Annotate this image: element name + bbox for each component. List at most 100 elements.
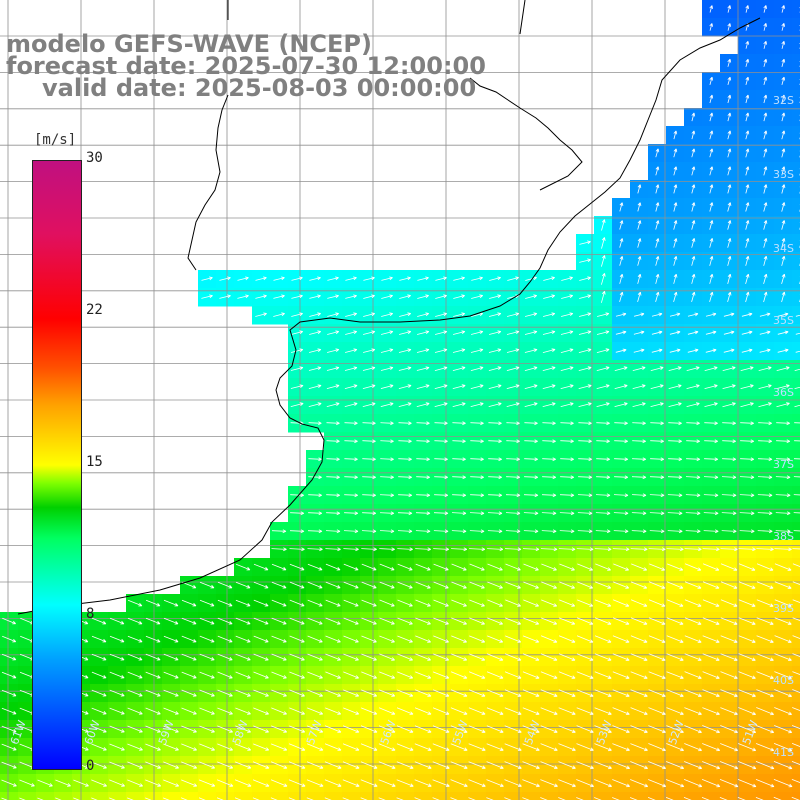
wind-vector-arrow [470,475,484,480]
lat-label-41s: 41S [773,746,794,759]
wind-vector-arrow [745,202,750,212]
wind-vector-arrow [683,797,692,800]
wind-vector-arrow [343,529,359,534]
wind-vector-arrow [704,402,718,407]
wind-vector-arrow [722,439,736,444]
wind-vector-arrow [723,348,735,353]
wind-vector-arrow [594,779,612,788]
wind-vector-arrow [757,529,773,534]
wind-vector-arrow [37,779,53,787]
wind-vector-arrow [774,725,793,734]
wind-vector-arrow [199,581,215,589]
wind-vector-arrow [506,366,520,371]
wind-vector-arrow [756,581,774,589]
wind-vector-arrow [722,421,736,426]
wind-speed-cell [792,342,800,361]
wind-vector-arrow [415,635,431,643]
wind-speed-cell [792,414,800,433]
wind-vector-arrow [631,511,647,516]
wind-vector-arrow [486,725,504,733]
wind-vector-arrow [380,348,394,353]
wind-speed-cell [126,792,145,800]
wind-vector-arrow [127,635,143,643]
wind-vector-arrow [701,779,721,788]
wind-vector-arrow [471,294,484,299]
wind-vector-arrow [709,5,713,13]
wind-vector-arrow [362,475,376,480]
wind-vector-arrow [145,671,161,679]
wind-vector-arrow [504,689,522,697]
wind-vector-arrow [756,653,774,661]
wind-vector-arrow [505,563,521,571]
wind-speed-cell [792,324,800,343]
wind-vector-arrow [721,493,737,498]
wind-vector-arrow [378,725,396,733]
wind-vector-arrow [745,220,750,230]
wind-vector-arrow [345,330,358,335]
wind-vector-arrow [255,312,267,317]
wind-vector-arrow [523,511,539,516]
wind-vector-arrow [542,402,556,407]
wind-vector-arrow [397,671,414,679]
wind-speed-cell [792,252,800,271]
wind-vector-arrow [468,743,486,751]
wind-vector-arrow [198,779,216,787]
wind-speed-cell [792,432,800,451]
wind-vector-arrow [684,761,703,770]
wind-vector-arrow [524,475,539,480]
wind-speed-cell [792,522,800,541]
wind-vector-arrow [434,366,448,371]
wind-vector-arrow [270,743,288,751]
wind-vector-arrow [595,511,611,516]
wind-vector-arrow [307,617,323,625]
wind-vector-arrow [558,547,576,552]
wind-vector-arrow [649,563,666,571]
wind-vector-arrow [360,707,378,715]
wind-vector-arrow [379,653,395,661]
wind-vector-arrow [398,366,412,371]
wind-vector-arrow [488,421,502,426]
wind-vector-arrow [396,743,414,751]
wind-vector-arrow [399,294,411,299]
wind-vector-arrow [309,294,321,299]
wind-vector-arrow [235,653,251,661]
wind-vector-arrow [687,330,699,335]
wind-vector-arrow [252,797,260,800]
wind-speed-cell [756,792,775,800]
wind-vector-arrow [705,348,717,353]
wind-vector-arrow [720,635,738,643]
wind-vector-arrow [774,599,792,607]
wind-vector-arrow [702,689,720,697]
wind-vector-arrow [792,599,800,604]
wind-vector-arrow [720,581,738,589]
wind-vector-arrow [435,294,447,299]
wind-vector-arrow [361,599,377,607]
wind-vector-arrow [435,312,448,317]
wind-vector-arrow [792,707,800,712]
wind-vector-arrow [181,707,197,715]
wind-vector-arrow [345,348,358,353]
wind-vector-arrow [691,130,696,140]
wind-vector-arrow [601,237,606,249]
wind-vector-arrow [702,635,720,643]
wind-vector-arrow [756,671,774,680]
wind-vector-arrow [759,348,771,353]
wind-vector-arrow [470,421,484,426]
wind-vector-arrow [289,547,305,552]
wind-vector-arrow [380,457,394,462]
wind-speed-cell [468,792,487,800]
wind-vector-arrow [253,743,270,751]
wind-vector-arrow [163,635,179,643]
wind-vector-arrow [360,779,378,787]
wind-vector-arrow [344,511,359,516]
wind-vector-arrow [737,761,757,770]
wind-vector-arrow [342,725,360,733]
wind-vector-arrow [655,202,660,212]
wind-vector-arrow [685,529,701,534]
wind-vector-arrow [504,671,522,679]
wind-vector-arrow [398,421,412,426]
wind-vector-arrow [632,421,646,426]
wind-vector-arrow [540,653,558,661]
wind-vector-arrow [398,457,412,462]
wind-vector-arrow [109,797,116,800]
